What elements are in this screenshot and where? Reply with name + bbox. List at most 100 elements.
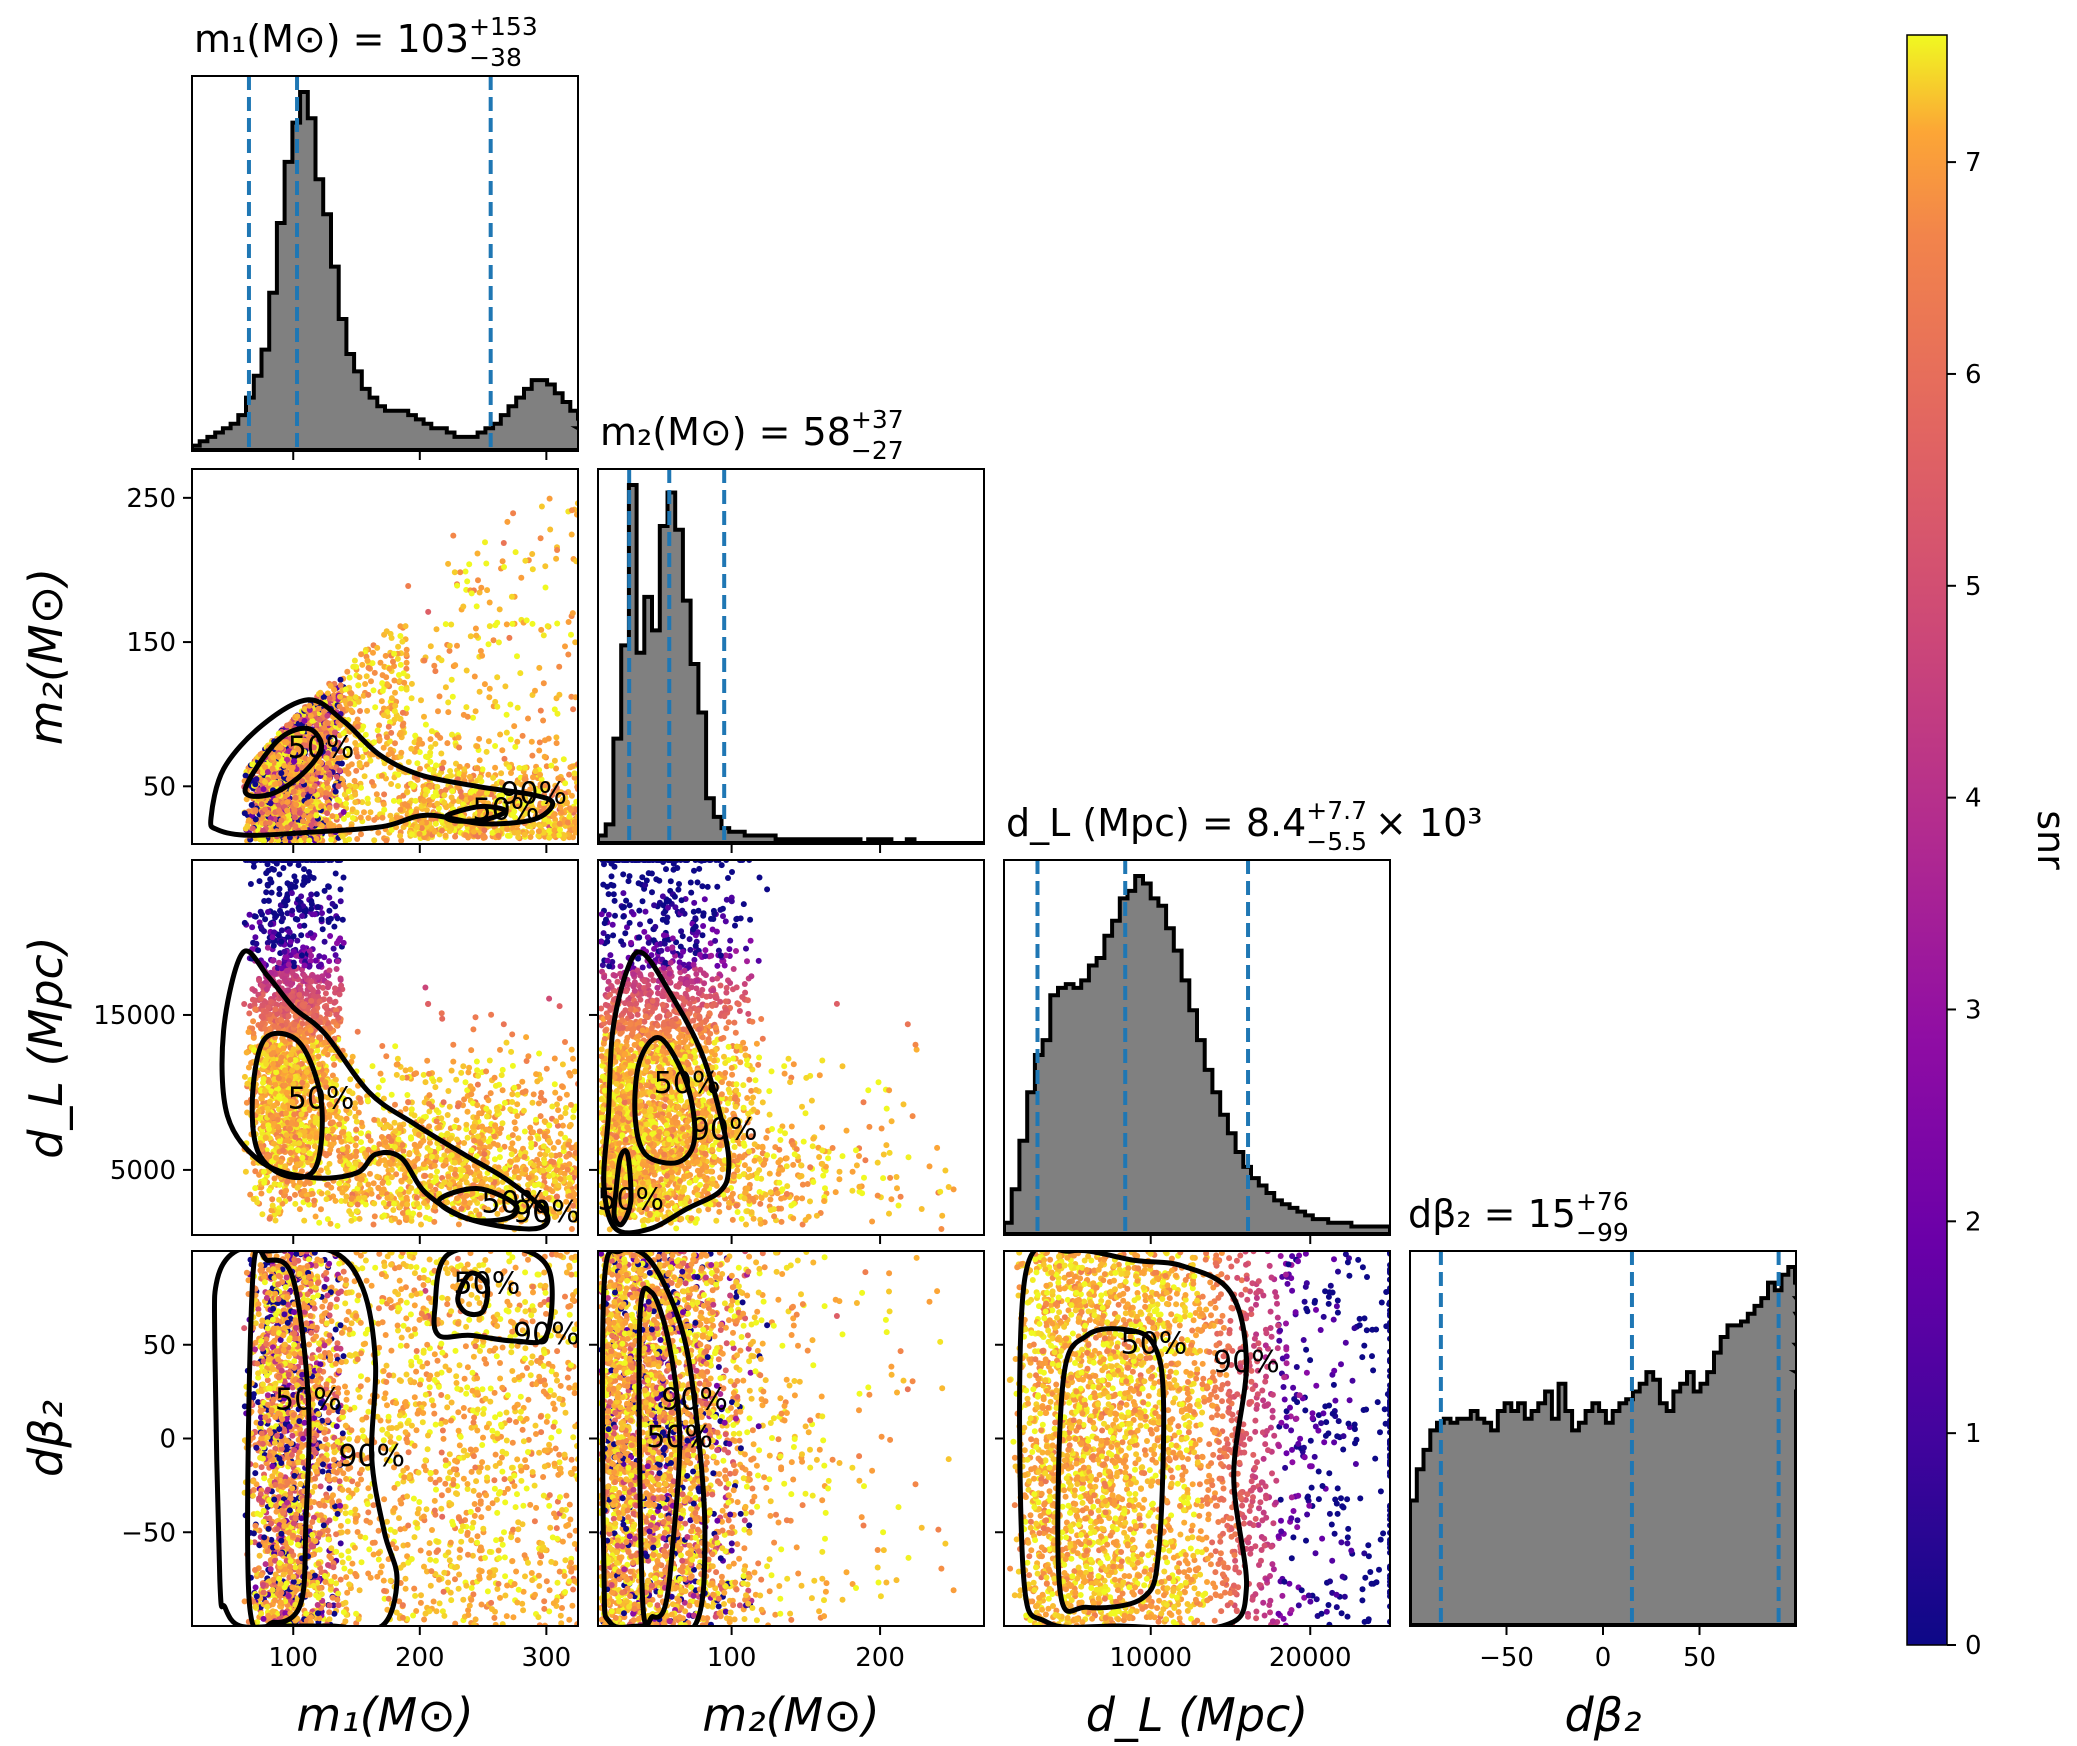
scatter-point — [360, 692, 367, 699]
scatter-point — [308, 822, 315, 829]
scatter-point — [529, 551, 536, 557]
scatter-point — [322, 794, 329, 801]
scatter-point — [395, 643, 402, 650]
scatter-point — [362, 746, 369, 753]
scatter-point — [377, 659, 384, 666]
scatter-point — [249, 825, 256, 832]
scatter-point — [374, 644, 381, 651]
scatter-point — [262, 916, 269, 923]
scatter-point — [570, 834, 576, 841]
scatter-point — [490, 774, 497, 781]
scatter-point — [308, 905, 315, 912]
scatter-point — [511, 723, 518, 730]
scatter-point — [503, 729, 510, 736]
scatter-point — [278, 770, 285, 777]
scatter-point — [397, 661, 404, 668]
scatter-point — [434, 800, 441, 807]
scatter-point — [324, 712, 331, 719]
scatter-point — [269, 1196, 276, 1203]
scatter-point — [450, 1058, 457, 1065]
scatter-point — [451, 569, 458, 576]
scatter-point — [392, 740, 398, 747]
scatter-point — [490, 637, 497, 644]
scatter-point — [455, 1221, 462, 1228]
scatter-point — [326, 907, 333, 914]
scatter-point — [268, 889, 275, 896]
scatter-point — [418, 820, 425, 827]
scatter-point — [448, 676, 455, 683]
scatter-point — [514, 1156, 521, 1163]
scatter-point — [364, 657, 371, 664]
scatter-point — [468, 590, 475, 597]
scatter-point — [365, 664, 372, 671]
scatter-point — [521, 776, 528, 783]
scatter-point — [514, 738, 521, 745]
scatter-point — [403, 705, 410, 712]
scatter-point — [267, 800, 274, 807]
scatter-point — [312, 1213, 319, 1220]
scatter-point — [330, 751, 337, 758]
scatter-point — [551, 827, 558, 834]
scatter-point — [242, 772, 249, 779]
scatter-point — [382, 652, 389, 659]
scatter-point — [330, 945, 337, 952]
scatter-point — [540, 800, 547, 807]
scatter-point — [250, 1196, 257, 1202]
scatter-point — [349, 815, 356, 821]
scatter-point — [462, 568, 469, 575]
scatter-point — [555, 1107, 562, 1114]
scatter-point — [538, 503, 545, 510]
scatter-point — [570, 706, 577, 713]
scatter-point — [362, 731, 369, 738]
scatter-point — [337, 693, 343, 700]
scatter-point — [494, 703, 501, 710]
scatter-point — [408, 831, 415, 838]
scatter-point — [426, 1092, 433, 1099]
scatter-point — [323, 765, 330, 771]
scatter-point — [452, 833, 459, 840]
scatter-point — [380, 744, 387, 751]
scatter-point — [357, 708, 363, 714]
scatter-point — [375, 1084, 382, 1091]
scatter-point — [336, 703, 343, 710]
scatter-point — [553, 555, 560, 562]
scatter-point — [408, 680, 415, 687]
scatter-point — [486, 685, 493, 692]
scatter-point — [398, 685, 405, 692]
scatter-point — [550, 812, 557, 819]
scatter-point — [425, 608, 432, 615]
scatter-point — [416, 749, 423, 756]
scatter-point — [537, 707, 544, 714]
scatter-point — [262, 806, 269, 813]
scatter-point — [335, 783, 342, 790]
scatter-point — [325, 750, 331, 757]
scatter-point — [340, 730, 347, 737]
scatter-point — [378, 698, 385, 705]
scatter-point — [509, 620, 516, 627]
scatter-point — [290, 788, 297, 795]
scatter-point — [357, 814, 364, 821]
scatter-point — [455, 734, 462, 741]
scatter-point — [313, 812, 320, 819]
scatter-point — [554, 620, 561, 627]
scatter-point — [430, 793, 437, 800]
scatter-point — [571, 818, 578, 825]
scatter-point — [403, 686, 410, 693]
scatter-point — [563, 1105, 569, 1111]
scatter-point — [569, 610, 576, 617]
scatter-point — [474, 765, 481, 772]
scatter-point — [245, 1029, 252, 1035]
scatter-point — [370, 1180, 377, 1187]
scatter-point — [330, 1018, 337, 1025]
scatter-point — [479, 766, 486, 773]
scatter-point — [367, 809, 374, 816]
scatter-point — [400, 670, 407, 677]
scatter-point — [289, 764, 296, 771]
scatter-point — [458, 793, 465, 800]
scatter-point — [547, 526, 554, 533]
scatter-point — [528, 829, 535, 836]
scatter-point — [326, 771, 333, 778]
scatter-point — [495, 832, 502, 839]
scatter-point — [337, 886, 344, 893]
scatter-point — [379, 680, 386, 687]
